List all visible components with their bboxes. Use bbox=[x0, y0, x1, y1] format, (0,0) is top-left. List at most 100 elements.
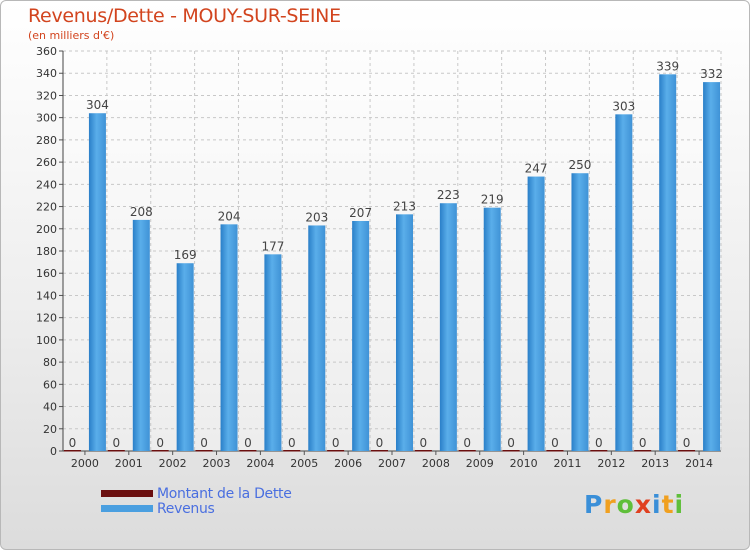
legend-label-dette: Montant de la Dette bbox=[157, 486, 292, 502]
bar-label-dette: 0 bbox=[376, 436, 384, 450]
y-tick-label: 80 bbox=[43, 356, 57, 369]
x-tick-label: 2008 bbox=[422, 457, 450, 470]
logo-letter: x bbox=[634, 490, 652, 519]
x-tick-label: 2012 bbox=[597, 457, 625, 470]
bar-revenus bbox=[439, 203, 457, 451]
y-tick-label: 180 bbox=[36, 245, 57, 258]
x-tick-label: 2004 bbox=[246, 457, 274, 470]
x-tick-label: 2002 bbox=[159, 457, 187, 470]
x-tick-label: 2003 bbox=[203, 457, 231, 470]
y-tick-label: 60 bbox=[43, 378, 57, 391]
bar-label-revenus: 177 bbox=[261, 239, 284, 253]
x-tick-label: 2011 bbox=[553, 457, 581, 470]
grid-lines bbox=[62, 50, 722, 452]
bar-revenus bbox=[483, 207, 501, 451]
bar-label-dette: 0 bbox=[332, 436, 340, 450]
chart-subtitle: (en milliers d'€) bbox=[28, 29, 115, 42]
bar-revenus bbox=[527, 176, 545, 452]
x-tick-label: 2000 bbox=[71, 457, 99, 470]
bar-revenus bbox=[352, 221, 370, 451]
bar-dette bbox=[283, 450, 301, 452]
bar-revenus bbox=[88, 113, 106, 451]
bar-revenus bbox=[264, 254, 282, 451]
bar-label-dette: 0 bbox=[683, 436, 691, 450]
logo-letter: o bbox=[616, 490, 635, 519]
bar-revenus bbox=[220, 224, 238, 451]
logo-letter: P bbox=[584, 490, 604, 519]
y-tick-label: 360 bbox=[36, 45, 57, 58]
bar-label-dette: 0 bbox=[200, 436, 208, 450]
bar-dette bbox=[634, 450, 652, 452]
x-tick-label: 2010 bbox=[510, 457, 538, 470]
y-tick-label: 200 bbox=[36, 223, 57, 236]
legend-swatch-revenus bbox=[101, 505, 153, 512]
logo-letter: t bbox=[661, 490, 675, 519]
bar-dette bbox=[546, 450, 564, 452]
bar-label-revenus: 219 bbox=[481, 193, 504, 207]
bar-dette bbox=[502, 450, 520, 452]
bar-label-dette: 0 bbox=[463, 436, 471, 450]
y-tick-label: 160 bbox=[36, 267, 57, 280]
bar-label-revenus: 339 bbox=[656, 59, 679, 73]
bar-label-dette: 0 bbox=[288, 436, 296, 450]
y-tick-label: 220 bbox=[36, 201, 57, 214]
bar-label-dette: 0 bbox=[551, 436, 559, 450]
bar-revenus bbox=[132, 219, 150, 451]
bar-revenus bbox=[571, 173, 589, 451]
chart-title: Revenus/Dette - MOUY-SUR-SEINE bbox=[28, 5, 341, 27]
bar-revenus bbox=[659, 74, 677, 451]
logo-letter: i bbox=[652, 490, 662, 519]
bar-label-dette: 0 bbox=[112, 436, 120, 450]
y-tick-label: 320 bbox=[36, 89, 57, 102]
bar-label-dette: 0 bbox=[420, 436, 428, 450]
x-tick-label: 2014 bbox=[685, 457, 713, 470]
bar-label-revenus: 250 bbox=[569, 158, 592, 172]
bar-revenus bbox=[615, 114, 633, 451]
y-tick-label: 0 bbox=[50, 445, 57, 458]
y-tick-label: 340 bbox=[36, 67, 57, 80]
y-tick-label: 40 bbox=[43, 401, 57, 414]
bar-label-revenus: 304 bbox=[86, 98, 109, 112]
bar-dette bbox=[371, 450, 388, 452]
bar-revenus bbox=[308, 225, 326, 451]
x-tick-label: 2013 bbox=[641, 457, 669, 470]
labels: 0204060801001201401601802002202402602803… bbox=[36, 45, 723, 470]
y-tick-label: 260 bbox=[36, 156, 57, 169]
y-tick-label: 120 bbox=[36, 312, 57, 325]
bar-revenus bbox=[703, 82, 721, 451]
x-tick-label: 2007 bbox=[378, 457, 406, 470]
bar-label-revenus: 247 bbox=[525, 162, 548, 176]
bar-dette bbox=[195, 450, 213, 452]
y-tick-label: 280 bbox=[36, 134, 57, 147]
bars bbox=[63, 74, 721, 452]
proxiti-logo: Proxiti bbox=[584, 490, 684, 519]
bar-dette bbox=[151, 450, 169, 452]
bar-label-revenus: 169 bbox=[174, 248, 197, 262]
y-tick-label: 300 bbox=[36, 112, 57, 125]
bar-label-revenus: 213 bbox=[393, 199, 416, 213]
x-tick-label: 2005 bbox=[290, 457, 318, 470]
bar-label-dette: 0 bbox=[639, 436, 647, 450]
bar-dette bbox=[590, 450, 608, 452]
bar-dette bbox=[458, 450, 476, 452]
logo-letter: i bbox=[674, 490, 685, 519]
bar-dette bbox=[107, 450, 125, 452]
axes bbox=[59, 50, 721, 455]
bar-label-dette: 0 bbox=[156, 436, 164, 450]
bar-label-revenus: 207 bbox=[349, 206, 372, 220]
bar-label-revenus: 332 bbox=[700, 67, 723, 81]
y-tick-label: 140 bbox=[36, 289, 57, 302]
legend-label-revenus: Revenus bbox=[157, 501, 215, 517]
legend-swatch-dette bbox=[101, 490, 153, 497]
bar-dette bbox=[327, 450, 345, 452]
bar-dette bbox=[63, 450, 81, 452]
y-tick-label: 20 bbox=[43, 423, 57, 436]
bar-label-dette: 0 bbox=[507, 436, 515, 450]
logo-letter: r bbox=[603, 490, 617, 519]
bar-dette bbox=[678, 450, 696, 452]
bar-label-dette: 0 bbox=[595, 436, 603, 450]
bar-label-dette: 0 bbox=[244, 436, 252, 450]
bar-label-revenus: 303 bbox=[612, 99, 635, 113]
